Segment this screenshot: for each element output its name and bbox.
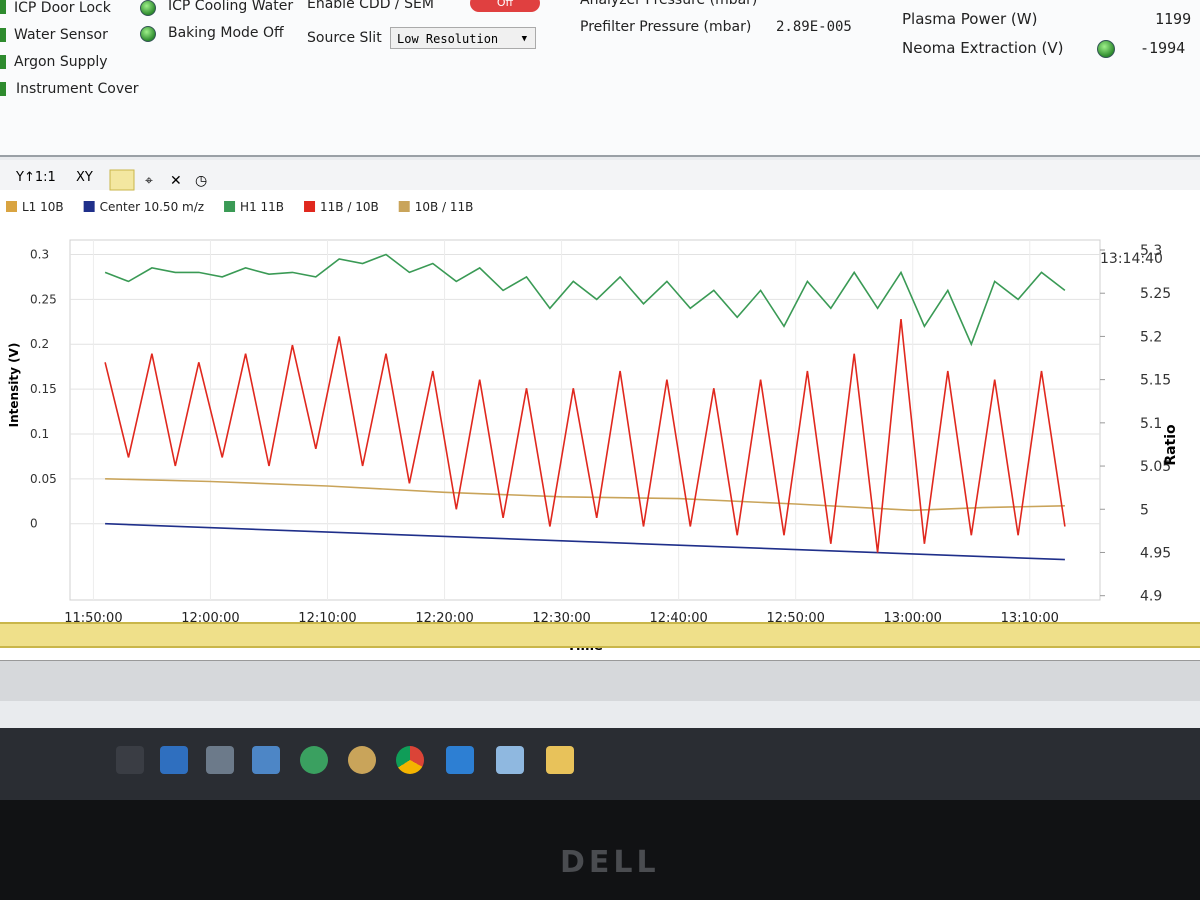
status-label: Water Sensor bbox=[14, 27, 108, 43]
taskbar-icon[interactable] bbox=[160, 746, 188, 774]
y-tick-label: 0.15 bbox=[30, 382, 57, 396]
status-indicator bbox=[0, 0, 6, 14]
status-panel: ICP Door Lock Water Sensor Argon Supply … bbox=[0, 0, 1200, 157]
y2-tick-label: 5.3 bbox=[1140, 243, 1162, 259]
led bbox=[140, 0, 156, 16]
y-tick-label: 0.05 bbox=[30, 472, 57, 486]
screen: ICP Door Lock Water Sensor Argon Supply … bbox=[0, 0, 1200, 800]
series-line bbox=[105, 522, 1065, 561]
legend-label[interactable]: L1 10B bbox=[22, 200, 64, 214]
taskbar-icon[interactable] bbox=[496, 746, 524, 774]
toolbar-button[interactable]: ✕ bbox=[170, 173, 182, 189]
y-tick-label: 0 bbox=[30, 517, 38, 531]
status-bar bbox=[0, 622, 1200, 648]
dropdown[interactable]: Low Resolution ▼ bbox=[390, 27, 536, 49]
power-value: 1199 bbox=[1155, 10, 1192, 28]
taskbar-icon[interactable] bbox=[252, 746, 280, 774]
y2-axis-title: Ratio bbox=[1163, 424, 1179, 466]
y-tick-label: 0.3 bbox=[30, 247, 49, 261]
y2-tick-label: 5.15 bbox=[1140, 373, 1171, 389]
led-label: Baking Mode Off bbox=[168, 25, 284, 41]
status-indicator bbox=[0, 55, 6, 69]
bottom-strip bbox=[0, 660, 1200, 701]
taskbar-icon[interactable] bbox=[396, 746, 424, 774]
plot-area bbox=[69, 239, 1101, 601]
y2-tick-label: 5.05 bbox=[1140, 459, 1171, 475]
y2-tick-label: 5 bbox=[1140, 502, 1149, 518]
status-label: Instrument Cover bbox=[16, 81, 139, 97]
status-indicator bbox=[0, 82, 6, 96]
pressure-label: Analyzer Pressure (mbar) bbox=[580, 0, 758, 8]
setting-label: Source Slit bbox=[307, 30, 382, 46]
y2-tick-label: 4.9 bbox=[1140, 589, 1162, 605]
y-tick-label: 0.2 bbox=[30, 337, 49, 351]
led-label: ICP Cooling Water bbox=[168, 0, 294, 14]
y2-tick-label: 5.1 bbox=[1140, 416, 1162, 432]
y-tick-label: 0.1 bbox=[30, 427, 49, 441]
legend-swatch bbox=[398, 201, 410, 212]
pressure-label: Prefilter Pressure (mbar) bbox=[580, 19, 752, 35]
toggle[interactable]: Off bbox=[470, 0, 540, 12]
legend-swatch bbox=[83, 201, 95, 212]
taskbar-icon[interactable] bbox=[446, 746, 474, 774]
legend-label[interactable]: 11B / 10B bbox=[320, 200, 379, 214]
monitor-bezel bbox=[0, 800, 1200, 900]
chart-panel: Y↑1:1 XY ⌖ ✕ ◷ 0 0.05 0.1 0.15 0.2 0.25 0.3 4.9… bbox=[0, 160, 1200, 680]
legend-label[interactable]: Center 10.50 m/z bbox=[100, 200, 204, 214]
toolbar-button[interactable]: ◷ bbox=[195, 173, 207, 189]
taskbar-icon[interactable] bbox=[116, 746, 144, 774]
taskbar-icon[interactable] bbox=[348, 746, 376, 774]
setting-label: Enable CDD / SEM bbox=[307, 0, 434, 12]
toolbar-button[interactable]: ⌖ bbox=[145, 173, 153, 189]
dropdown-value: Low Resolution bbox=[397, 32, 499, 46]
power-value: -1994 bbox=[1140, 39, 1186, 57]
legend-swatch bbox=[224, 201, 236, 212]
y-tick-label: 0.25 bbox=[30, 292, 57, 306]
y2-tick-label: 5.2 bbox=[1140, 329, 1162, 345]
monitor-brand: DELL bbox=[560, 845, 660, 880]
taskbar bbox=[0, 728, 1200, 800]
power-label: Neoma Extraction (V) bbox=[902, 39, 1064, 57]
series-line bbox=[104, 253, 1066, 347]
led bbox=[1097, 40, 1115, 58]
legend-swatch bbox=[304, 201, 316, 212]
taskbar-icon[interactable] bbox=[206, 746, 234, 774]
power-label: Plasma Power (W) bbox=[902, 10, 1038, 28]
y-axis-title: Intensity (V) bbox=[7, 343, 21, 428]
status-label: ICP Door Lock bbox=[14, 0, 111, 16]
legend-swatch bbox=[6, 201, 17, 212]
toolbar-button[interactable] bbox=[109, 169, 135, 191]
y2-tick-label: 5.25 bbox=[1140, 286, 1171, 302]
led bbox=[140, 26, 156, 42]
taskbar-icon[interactable] bbox=[546, 746, 574, 774]
legend-label[interactable]: 10B / 11B bbox=[415, 200, 474, 214]
annotation: 13:14:40 bbox=[1100, 251, 1163, 267]
legend-label[interactable]: H1 11B bbox=[240, 200, 284, 214]
taskbar-icon[interactable] bbox=[300, 746, 328, 774]
toolbar-button[interactable]: XY bbox=[76, 170, 93, 185]
status-label: Argon Supply bbox=[14, 54, 108, 70]
series-line bbox=[104, 319, 1066, 553]
toolbar-button[interactable]: Y↑1:1 bbox=[15, 170, 56, 185]
status-indicator bbox=[0, 28, 6, 42]
chart: Y↑1:1 XY ⌖ ✕ ◷ 0 0.05 0.1 0.15 0.2 0.25 0.3 4.9… bbox=[0, 160, 1200, 654]
y2-tick-label: 4.95 bbox=[1140, 545, 1171, 561]
toolbar bbox=[0, 160, 1200, 190]
pressure-value: 2.89E-005 bbox=[776, 19, 852, 35]
series-line bbox=[105, 478, 1065, 512]
